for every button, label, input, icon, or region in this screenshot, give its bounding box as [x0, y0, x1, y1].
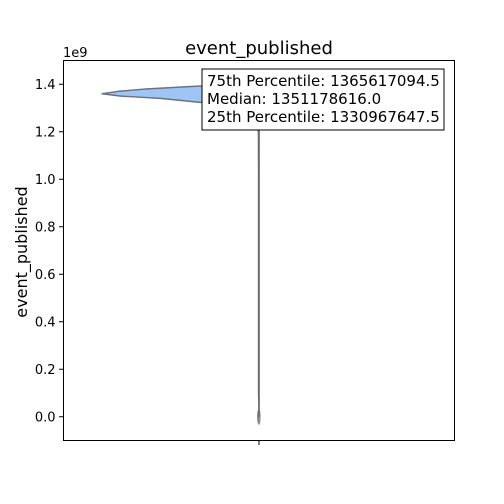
annotation-25th-percentile: 25th Percentile: 1330967647.5: [207, 108, 440, 126]
annotation-75th-percentile: 75th Percentile: 1365617094.5: [207, 72, 440, 90]
y-axis-offset-label: 1e9: [63, 46, 88, 61]
y-tick-label: 1.4: [35, 78, 56, 93]
y-tick-label: 1.0: [35, 173, 56, 188]
y-axis-ticks: 0.0 0.2 0.4 0.6 0.8 1.0 1.2 1.4: [35, 78, 64, 425]
y-tick-label: 0.6: [35, 268, 56, 283]
stats-annotation: 75th Percentile: 1365617094.5 Median: 13…: [201, 68, 445, 131]
y-tick-label: 0.8: [35, 220, 56, 235]
annotation-median: Median: 1351178616.0: [207, 90, 381, 108]
y-tick-label: 1.2: [35, 125, 56, 140]
y-tick-label: 0.0: [35, 410, 56, 425]
chart-title: event_published: [185, 38, 333, 59]
y-tick-label: 0.2: [35, 363, 56, 378]
y-axis-label: event_published: [12, 186, 32, 317]
y-tick-label: 0.4: [35, 315, 56, 330]
annotation-box: [201, 68, 445, 131]
